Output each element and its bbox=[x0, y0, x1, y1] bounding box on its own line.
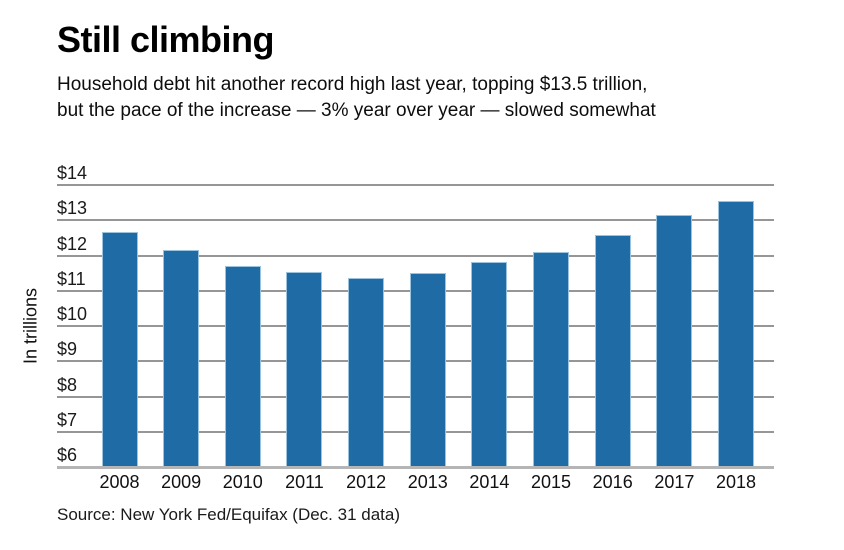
bar-2016 bbox=[594, 235, 631, 467]
chart-subtitle-line-2: but the pace of the increase — 3% year o… bbox=[57, 100, 656, 121]
x-tick-label-2012: 2012 bbox=[346, 472, 387, 492]
bar-2011 bbox=[286, 272, 323, 467]
y-tick-label-13: $13 bbox=[57, 198, 88, 219]
x-tick-label-2015: 2015 bbox=[531, 472, 572, 492]
bar-2010 bbox=[224, 265, 261, 467]
bar-2017 bbox=[656, 214, 693, 467]
bar-2014 bbox=[471, 261, 508, 467]
bar-2008 bbox=[101, 231, 138, 467]
x-tick-label-2014: 2014 bbox=[469, 472, 510, 492]
y-tick-label-11: $11 bbox=[57, 268, 86, 289]
y-tick-label-8: $8 bbox=[57, 374, 78, 395]
x-tick-label-2018: 2018 bbox=[715, 472, 757, 492]
x-tick-label-2011: 2011 bbox=[285, 472, 324, 492]
x-tick-label-2009: 2009 bbox=[161, 472, 202, 492]
gridline-$13 bbox=[57, 219, 774, 222]
y-tick-label-6: $6 bbox=[57, 445, 78, 465]
bar-2012 bbox=[348, 278, 385, 467]
bar-2013 bbox=[409, 273, 446, 467]
x-tick-label-2016: 2016 bbox=[592, 472, 633, 492]
chart-subtitle-line-1: Household debt hit another record high l… bbox=[57, 74, 648, 95]
bar-2009 bbox=[163, 249, 200, 467]
y-tick-label-7: $7 bbox=[57, 409, 78, 430]
x-axis-baseline bbox=[57, 466, 774, 469]
source-note: Source: New York Fed/Equifax (Dec. 31 da… bbox=[57, 505, 401, 524]
gridline-$12 bbox=[57, 254, 774, 257]
y-tick-label-14: $14 bbox=[57, 163, 88, 183]
chart-title: Still climbing bbox=[57, 19, 275, 60]
gridline-$14 bbox=[57, 184, 774, 186]
bar-2018 bbox=[718, 201, 754, 467]
y-tick-label-10: $10 bbox=[57, 304, 88, 324]
x-tick-label-2017: 2017 bbox=[654, 472, 695, 492]
x-tick-label-2013: 2013 bbox=[407, 472, 448, 492]
y-tick-label-9: $9 bbox=[57, 339, 78, 360]
x-tick-label-2010: 2010 bbox=[222, 472, 263, 492]
y-axis-title: In trillions bbox=[20, 287, 41, 365]
x-tick-label-2008: 2008 bbox=[99, 472, 140, 492]
bar-2015 bbox=[533, 251, 570, 467]
y-tick-label-12: $12 bbox=[57, 233, 88, 254]
